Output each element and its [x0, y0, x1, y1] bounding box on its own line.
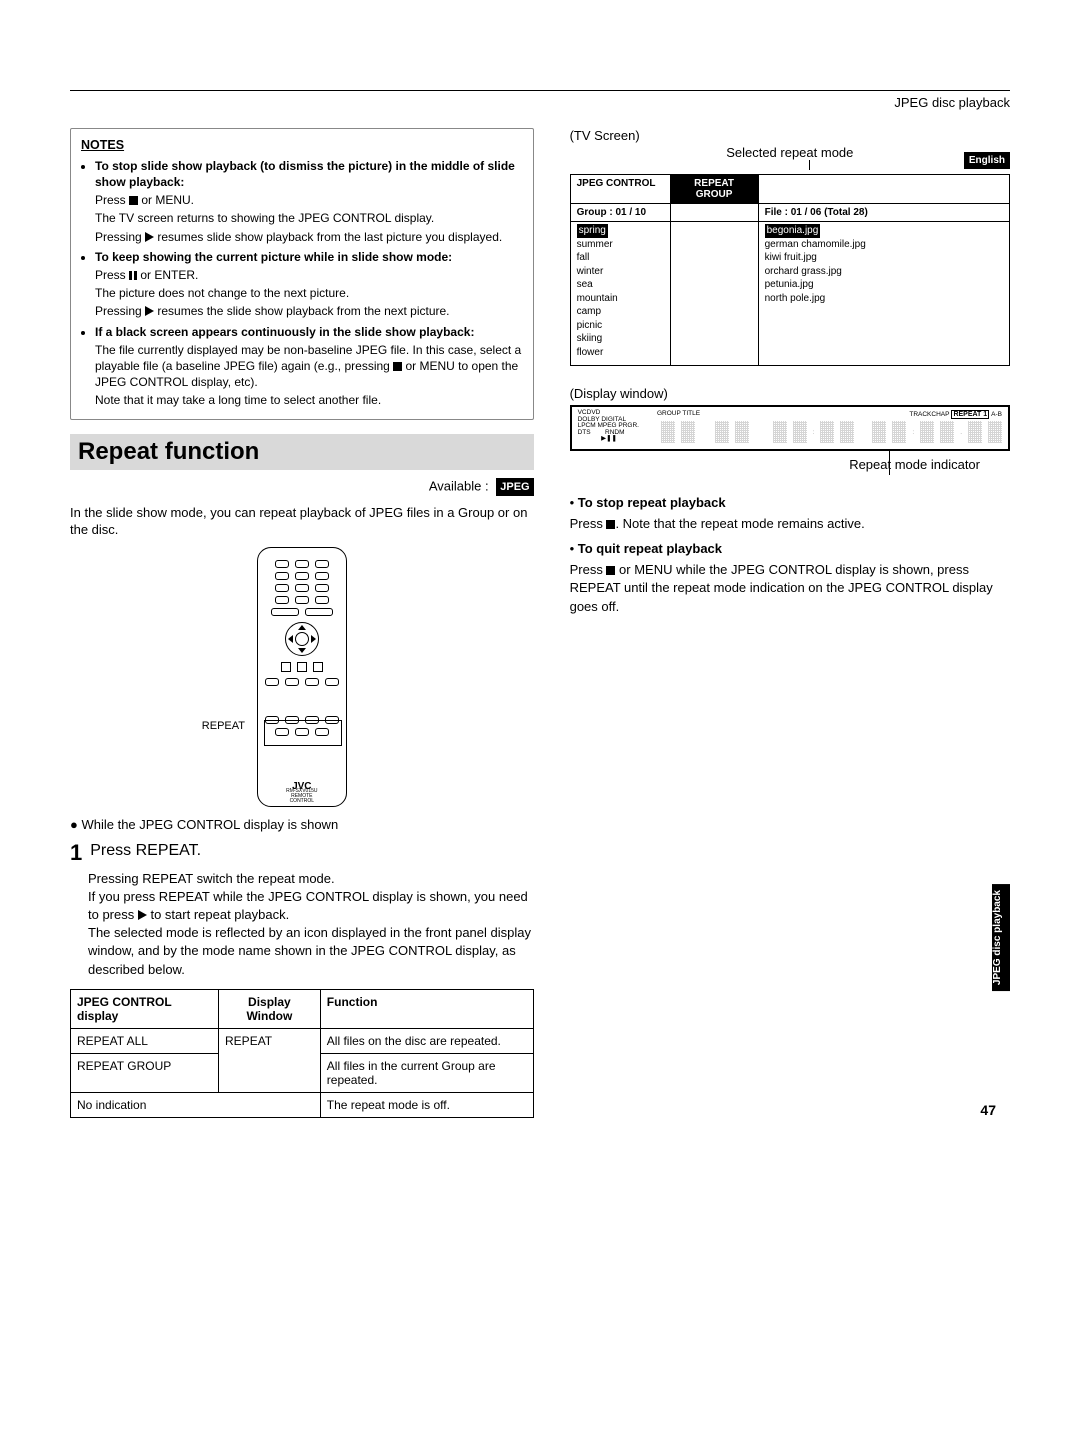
repeat-indicator-label: Repeat mode indicator [570, 457, 1010, 472]
note-line: Pressing resumes the slide show playback… [95, 303, 523, 319]
available-label: Available : [429, 478, 489, 493]
bullet-title: To stop repeat playback [578, 495, 726, 510]
notes-title: NOTES [81, 137, 523, 154]
page-number: 47 [980, 1102, 996, 1118]
td: The repeat mode is off. [320, 1092, 533, 1117]
pause-icon [129, 271, 137, 280]
note-line: Press or ENTER. [95, 267, 523, 283]
note-heading: To stop slide show playback (to dismiss … [95, 159, 515, 189]
step-number: 1 [70, 842, 82, 864]
play-icon [138, 910, 147, 920]
th: JPEG CONTROL display [71, 989, 219, 1028]
repeat-mode-table: JPEG CONTROL display Display Window Func… [70, 989, 534, 1118]
tv-head-repeat: REPEAT GROUP [671, 175, 759, 204]
disp-ab: A-B [991, 411, 1002, 418]
remote-model: RM-SXV015U REMOTE CONTROL [280, 789, 324, 804]
note-heading: If a black screen appears continuously i… [95, 325, 474, 339]
tv-head-jpeg: JPEG CONTROL [571, 175, 671, 204]
note-line: The picture does not change to the next … [95, 285, 523, 301]
play-icon [145, 232, 154, 242]
th: Display Window [219, 989, 321, 1028]
note-line: The file currently displayed may be non-… [95, 342, 523, 391]
display-window-label: (Display window) [570, 386, 1010, 401]
jpeg-badge: JPEG [496, 478, 533, 496]
step-title: Press REPEAT. [90, 842, 201, 864]
side-tab: JPEG disc playback [992, 884, 1010, 991]
repeat-callout: REPEAT [202, 720, 245, 732]
note-line: Pressing resumes slide show playback fro… [95, 229, 523, 245]
td: REPEAT GROUP [71, 1053, 219, 1092]
note-line: Press or MENU. [95, 192, 523, 208]
th: Function [320, 989, 533, 1028]
notes-box: NOTES To stop slide show playback (to di… [70, 128, 534, 420]
breadcrumb: JPEG disc playback [70, 95, 1010, 110]
selected-mode-label: Selected repeat mode [570, 145, 1010, 160]
remote-diagram: JVC RM-SXV015U REMOTE CONTROL REPEAT [257, 547, 347, 807]
td: No indication [71, 1092, 321, 1117]
tv-right-list: begonia.jpg german chamomile.jpg kiwi fr… [759, 222, 1009, 365]
td: REPEAT [219, 1028, 321, 1092]
bullet-body: Press . Note that the repeat mode remain… [570, 515, 1010, 534]
language-badge: English [964, 152, 1010, 169]
td: REPEAT ALL [71, 1028, 219, 1053]
disp-left-text: VCDVD DOLBY DIGITAL LPCM MPEG PRGR. DTS … [578, 410, 639, 443]
stop-icon [606, 566, 615, 575]
play-icon [145, 306, 154, 316]
bullet-body: Press or MENU while the JPEG CONTROL dis… [570, 561, 1010, 618]
section-intro: In the slide show mode, you can repeat p… [70, 504, 534, 539]
display-window-box: VCDVD DOLBY DIGITAL LPCM MPEG PRGR. DTS … [570, 405, 1010, 451]
disp-trackchap: TRACKCHAP [909, 411, 949, 418]
stop-icon [129, 196, 138, 205]
tv-group: Group : 01 / 10 [571, 204, 671, 222]
td: All files in the current Group are repea… [320, 1053, 533, 1092]
note-line: The TV screen returns to showing the JPE… [95, 210, 523, 226]
tv-screen-label: (TV Screen) [570, 128, 1010, 143]
disp-group-title: GROUP TITLE [657, 410, 700, 419]
td: All files on the disc are repeated. [320, 1028, 533, 1053]
note-heading: To keep showing the current picture whil… [95, 250, 452, 264]
section-title: Repeat function [70, 434, 534, 470]
stop-icon [606, 520, 615, 529]
tv-left-list: spring summer fall winter sea mountain c… [571, 222, 671, 365]
tv-file: File : 01 / 06 (Total 28) [759, 204, 1009, 222]
step-body: Pressing REPEAT switch the repeat mode. … [88, 870, 534, 979]
note-line: Note that it may take a long time to sel… [95, 392, 523, 408]
tv-screen-box: JPEG CONTROL REPEAT GROUP Group : 01 / 1… [570, 174, 1010, 366]
condition-bullet: ● While the JPEG CONTROL display is show… [70, 817, 534, 832]
stop-icon [393, 362, 402, 371]
bullet-title: To quit repeat playback [578, 541, 722, 556]
repeat-indicator: REPEAT 1 [951, 410, 989, 419]
